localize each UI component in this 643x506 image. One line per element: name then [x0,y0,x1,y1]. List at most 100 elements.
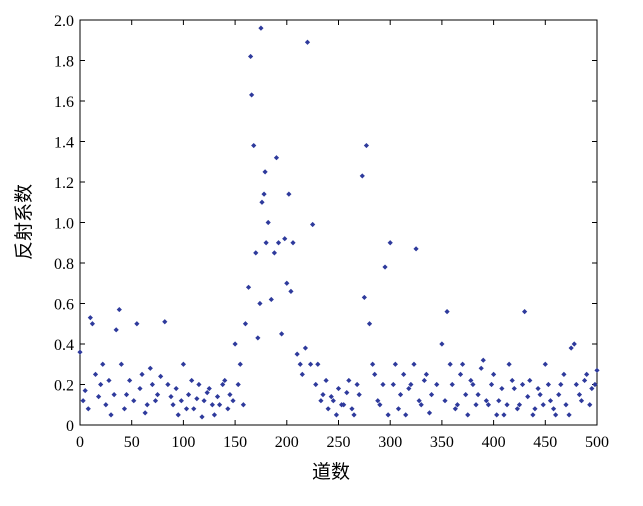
point [320,392,326,398]
point [279,331,285,337]
point [199,414,205,420]
point [418,402,424,408]
point [397,392,404,398]
point [178,398,184,404]
point [144,402,150,408]
point [416,398,422,404]
point [116,306,122,313]
point [463,392,469,398]
point [313,381,319,388]
point [514,406,520,412]
point [444,309,450,315]
point [333,412,340,418]
point [100,361,106,367]
point [230,398,236,404]
x-tick-label: 350 [430,434,454,451]
point [592,381,598,388]
point [290,240,296,246]
point [237,361,243,367]
point [149,381,155,388]
point [361,294,367,301]
point [571,341,577,347]
point [547,398,554,404]
point [363,142,370,149]
point [258,25,264,31]
point [449,381,455,388]
point [356,392,362,398]
point [459,361,466,367]
point [154,392,161,398]
y-tick-label: 0.8 [54,256,74,273]
point [80,398,86,404]
point [465,412,471,418]
point [189,377,195,384]
x-tick-label: 450 [533,434,557,451]
point [563,402,569,408]
point [152,398,159,404]
point [468,377,474,384]
point [494,412,500,418]
point [249,92,255,98]
point [165,381,171,388]
point [390,381,396,388]
point [96,394,102,400]
point [375,398,381,404]
point [542,361,548,367]
point [304,39,311,45]
point [108,412,114,418]
point [349,406,355,412]
point [587,402,593,408]
point [561,371,567,377]
point [265,219,271,226]
x-tick-label: 250 [327,434,351,451]
point [408,381,414,388]
point [516,402,523,408]
point [532,406,538,412]
point [325,406,331,412]
point [240,402,246,408]
point [310,221,316,228]
point [261,191,267,197]
point [341,402,347,408]
point [113,327,119,333]
point [545,381,552,388]
point [158,373,164,379]
y-tick-label: 0.2 [54,378,74,395]
point [175,412,181,418]
point [428,392,435,398]
point [488,381,495,388]
point [127,377,133,384]
point [335,385,342,392]
point [271,250,277,256]
point [457,371,464,377]
point [139,371,145,377]
point [330,398,336,404]
point [137,385,143,392]
point [87,315,93,321]
point [504,402,510,408]
point [255,335,261,341]
point [511,385,517,392]
point [387,240,393,246]
point [576,392,583,398]
point [423,371,429,377]
point [406,385,412,392]
point [447,361,453,367]
y-axis-label: 反射系数 [13,184,35,260]
point [527,377,533,384]
y-tick-label: 1.8 [54,54,74,71]
y-tick-label: 2.0 [54,13,74,30]
point [162,319,168,325]
y-tick-label: 1.6 [54,94,74,111]
point [294,351,300,357]
point [354,381,360,388]
point [475,392,481,398]
point [191,406,197,412]
point [85,406,91,412]
point [173,385,179,392]
point [473,402,479,408]
point [170,402,176,408]
point [248,53,254,60]
point [103,402,109,408]
point [82,387,88,394]
